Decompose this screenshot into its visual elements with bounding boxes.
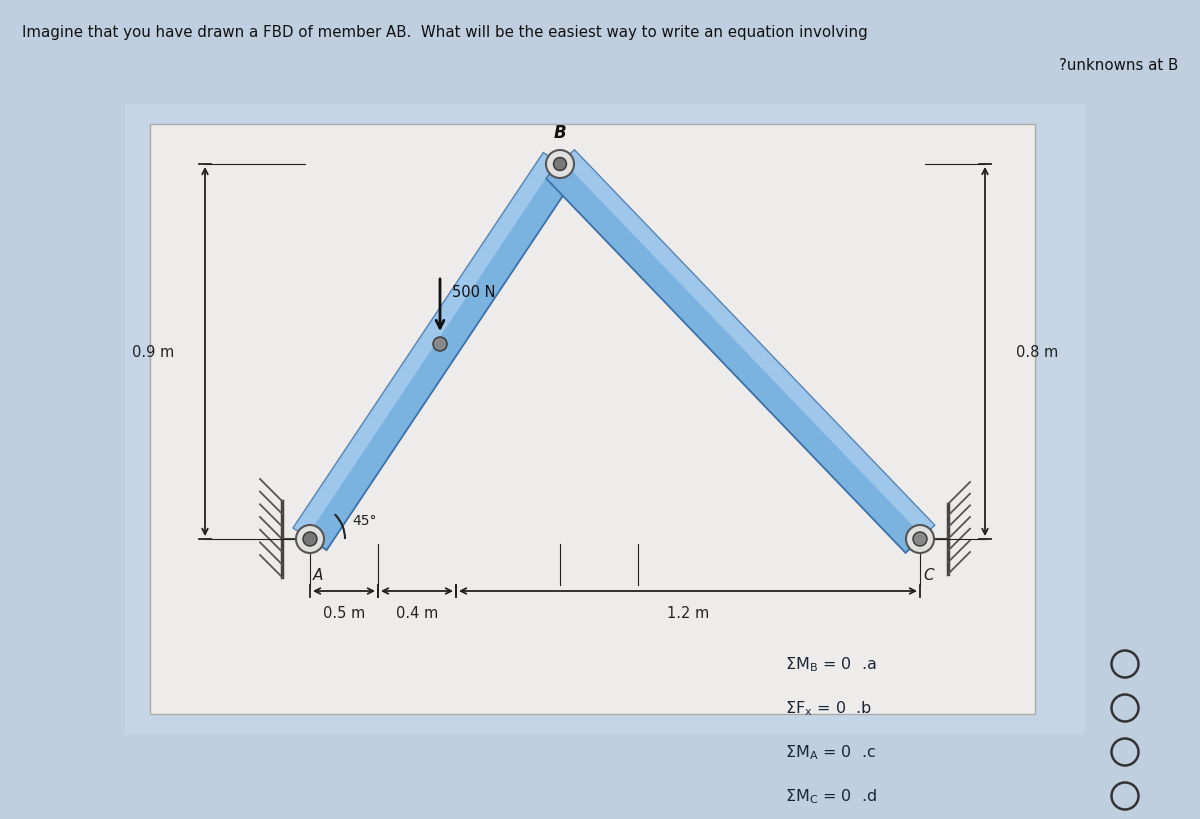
Text: 0.4 m: 0.4 m: [396, 606, 438, 621]
Text: 1.2 m: 1.2 m: [667, 606, 709, 621]
FancyBboxPatch shape: [125, 105, 1085, 734]
Text: 0.5 m: 0.5 m: [323, 606, 365, 621]
Text: 45°: 45°: [352, 514, 377, 527]
Text: $\Sigma$M$_\mathregular{C}$ = 0  .d: $\Sigma$M$_\mathregular{C}$ = 0 .d: [785, 787, 877, 805]
Circle shape: [906, 525, 934, 554]
Circle shape: [296, 525, 324, 554]
Polygon shape: [293, 154, 577, 550]
Polygon shape: [546, 151, 935, 553]
Text: 0.9 m: 0.9 m: [132, 345, 174, 360]
Circle shape: [433, 337, 448, 351]
Text: Imagine that you have drawn a FBD of member AB.  What will be the easiest way to: Imagine that you have drawn a FBD of mem…: [22, 25, 868, 40]
Circle shape: [302, 532, 317, 546]
Text: $\Sigma$M$_\mathregular{B}$ = 0  .a: $\Sigma$M$_\mathregular{B}$ = 0 .a: [785, 655, 876, 673]
Text: 500 N: 500 N: [452, 285, 496, 300]
FancyBboxPatch shape: [150, 124, 1034, 714]
Polygon shape: [563, 151, 935, 536]
Text: ?unknowns at B: ?unknowns at B: [1058, 58, 1178, 73]
Circle shape: [546, 151, 574, 179]
Text: B: B: [553, 124, 566, 142]
Text: 0.8 m: 0.8 m: [1016, 345, 1058, 360]
Polygon shape: [293, 154, 557, 537]
Circle shape: [913, 532, 928, 546]
Text: $\Sigma$M$_\mathregular{A}$ = 0  .c: $\Sigma$M$_\mathregular{A}$ = 0 .c: [785, 743, 876, 762]
Text: $\Sigma$F$_\mathregular{x}$ = 0  .b: $\Sigma$F$_\mathregular{x}$ = 0 .b: [785, 699, 872, 717]
Text: A: A: [313, 568, 323, 582]
Circle shape: [553, 158, 566, 171]
Text: C: C: [923, 568, 934, 582]
